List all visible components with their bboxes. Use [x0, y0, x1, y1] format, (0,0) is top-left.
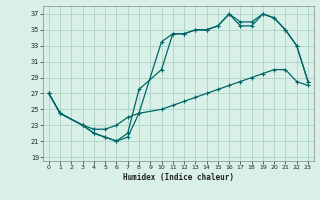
X-axis label: Humidex (Indice chaleur): Humidex (Indice chaleur) [123, 173, 234, 182]
